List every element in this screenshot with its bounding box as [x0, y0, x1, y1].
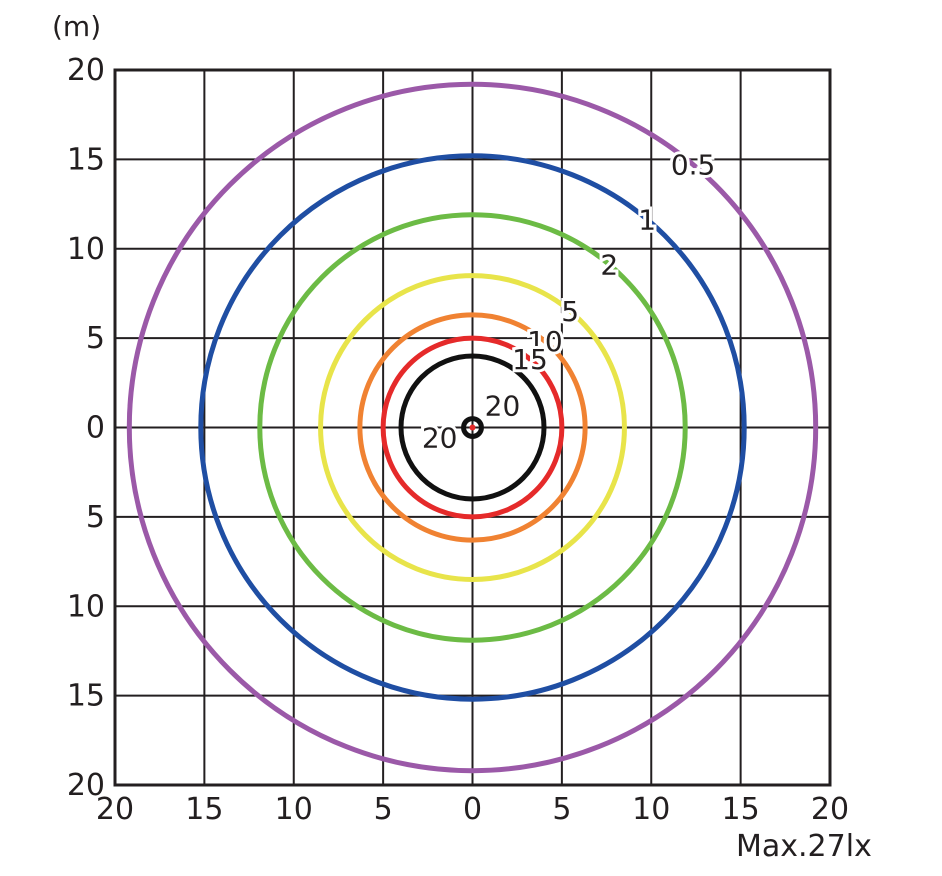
x-tick-label-3: 5 [374, 792, 393, 827]
contour-label-halo-0: 0.5 [671, 149, 716, 182]
contour-label-1: 1 [638, 203, 656, 236]
unit-label: (m) [52, 10, 101, 43]
center-point [469, 424, 476, 431]
contour-label-5: 15 [512, 343, 548, 376]
y-tick-label-6: 10 [67, 589, 105, 624]
contour-label-halo-5: 15 [512, 343, 548, 376]
contour-label-halo-3: 5 [561, 295, 579, 328]
contour-label-halo-4: 10 [527, 325, 563, 358]
x-tick-label-4: 0 [463, 792, 482, 827]
y-tick-label-0: 20 [67, 53, 105, 88]
y-tick-label-4: 0 [86, 411, 105, 446]
contour-label-3: 5 [561, 295, 579, 328]
contour-label-0: 0.5 [671, 149, 716, 182]
y-tick-label-7: 15 [67, 679, 105, 714]
x-tick-label-5: 5 [552, 792, 571, 827]
center-dot [469, 424, 476, 431]
contour-label-halo-7: 20 [422, 422, 458, 455]
x-tick-label-2: 10 [275, 792, 313, 827]
y-tick-label-1: 15 [67, 142, 105, 177]
y-tick-label-8: 20 [67, 768, 105, 803]
x-axis-ticks: 20 15 10 5 0 5 10 15 20 [96, 792, 849, 827]
y-tick-label-5: 5 [86, 500, 105, 535]
contour-ring-2-2 [257, 212, 688, 643]
max-illuminance-label: Max.27lx [736, 829, 872, 864]
contour-ring-20-6 [398, 353, 547, 502]
contour-label-2: 2 [600, 249, 618, 282]
contour-label-7: 20 [422, 422, 458, 455]
contour-ring-20-7 [461, 416, 484, 439]
contour-ring-0-5-0 [126, 81, 819, 774]
x-tick-label-8: 20 [811, 792, 849, 827]
contour-label-halo-1: 1 [638, 203, 656, 236]
y-tick-label-2: 10 [67, 232, 105, 267]
contour-label-4: 10 [527, 325, 563, 358]
contour-ring-10-4 [357, 312, 588, 543]
plot-frame [113, 68, 832, 787]
x-tick-label-0: 20 [96, 792, 134, 827]
contour-label-halo-2: 2 [600, 249, 618, 282]
contour-ring-1-1 [198, 153, 747, 702]
contour-label-6: 20 [485, 390, 521, 423]
contour-ring-15-5 [380, 335, 565, 520]
x-tick-label-7: 15 [722, 792, 760, 827]
x-tick-label-1: 15 [185, 792, 223, 827]
contour-rings [126, 81, 819, 774]
x-tick-label-6: 10 [632, 792, 670, 827]
y-axis-ticks: 20 15 10 5 0 5 10 15 20 [67, 53, 105, 803]
contour-ring-5-3 [318, 273, 627, 582]
y-tick-label-3: 5 [86, 321, 105, 356]
contour-label-halo-6: 20 [485, 390, 521, 423]
